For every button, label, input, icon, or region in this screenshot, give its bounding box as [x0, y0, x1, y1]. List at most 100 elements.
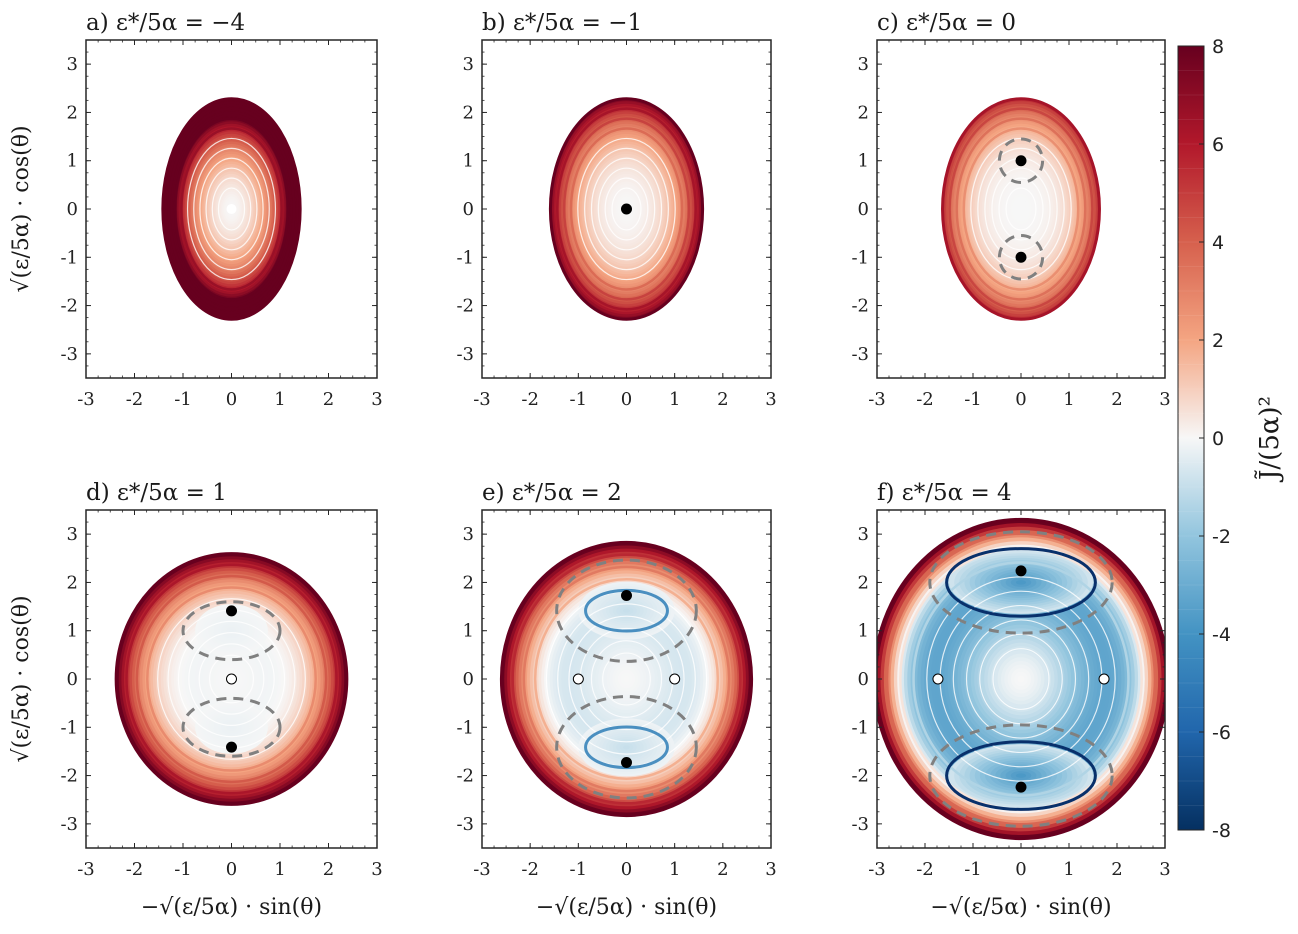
y-tick-label: -1: [456, 717, 474, 738]
y-tick-label: -1: [851, 247, 869, 268]
y-tick-label: 2: [67, 102, 78, 123]
x-tick-label: 1: [669, 859, 680, 880]
x-tick-label: -3: [77, 389, 95, 410]
y-tick-label: 3: [463, 524, 474, 545]
x-tick-label: -1: [570, 389, 588, 410]
y-tick-label: -2: [851, 766, 869, 787]
y-tick-label: 1: [67, 621, 78, 642]
y-tick-label: 0: [67, 669, 78, 690]
x-tick-label: -2: [916, 389, 934, 410]
y-tick-label: 3: [67, 524, 78, 545]
y-tick-label: -2: [60, 766, 78, 787]
fixed-point: [226, 204, 237, 214]
x-tick-label: 0: [1015, 389, 1026, 410]
x-tick-label: -1: [964, 859, 982, 880]
panel-a: -3 -2 -1 0 1 2 3 -3 -2 -1 0 1 2 3 a) ε*/5α = −4 √(ε/5α)…: [9, 10, 383, 410]
y-axis-label: √(ε/5α) · cos(θ): [9, 125, 34, 292]
panel-title: d) ε*/5α = 1: [86, 480, 227, 506]
x-tick-label: -2: [916, 859, 934, 880]
colorbar-tick-label: 4: [1212, 232, 1224, 254]
y-tick-label: 0: [463, 199, 474, 220]
colorbar-tick-label: 2: [1212, 330, 1224, 352]
y-tick-label: -3: [851, 344, 869, 365]
fixed-point: [226, 605, 237, 617]
x-tick-label: 1: [274, 389, 285, 410]
y-tick-label: -1: [60, 717, 78, 738]
y-tick-label: 0: [463, 669, 474, 690]
colorbar-tick-label: -6: [1212, 722, 1231, 744]
x-tick-label: -1: [174, 859, 192, 880]
fixed-point: [1015, 251, 1027, 263]
y-tick-label: -3: [456, 344, 474, 365]
colorbar-tick-label: -8: [1212, 820, 1231, 842]
colorbar-tick-label: 8: [1212, 36, 1224, 58]
y-axis-label: √(ε/5α) · cos(θ): [9, 595, 34, 762]
panel-d: -3 -2 -1 0 1 2 3 -3 -2 -1 0 1 2 3 d) ε*/5α = 1 √(ε/5α) …: [9, 480, 383, 920]
y-tick-label: 2: [67, 572, 78, 593]
y-tick-label: -3: [456, 814, 474, 835]
y-tick-label: 1: [67, 151, 78, 172]
x-tick-label: -1: [174, 389, 192, 410]
fixed-point: [932, 673, 944, 685]
fixed-point: [621, 757, 632, 769]
x-tick-label: 0: [226, 389, 237, 410]
x-tick-label: 2: [1111, 859, 1122, 880]
x-tick-label: 1: [1063, 389, 1074, 410]
y-tick-label: 3: [67, 54, 78, 75]
x-tick-label: 2: [1111, 389, 1122, 410]
y-tick-label: 1: [858, 151, 869, 172]
x-axis-label: −√(ε/5α) · sin(θ): [930, 895, 1111, 920]
y-tick-label: 0: [67, 199, 78, 220]
panel-f: -3 -2 -1 0 1 2 3 -3 -2 -1 0 1 2 3 f) ε*/5α = 4 −√(ε/5α)…: [851, 480, 1170, 920]
fixed-point: [1015, 565, 1027, 577]
colorbar-tick-label: -4: [1212, 624, 1231, 646]
y-tick-label: -3: [851, 814, 869, 835]
y-tick-label: -2: [456, 766, 474, 787]
y-tick-label: 3: [463, 54, 474, 75]
y-tick-label: 0: [858, 669, 869, 690]
x-tick-label: 0: [226, 859, 237, 880]
y-tick-label: 1: [463, 621, 474, 642]
y-tick-label: 2: [858, 572, 869, 593]
x-tick-label: 0: [621, 859, 632, 880]
colorbar-tick-label: 6: [1212, 134, 1224, 156]
y-tick-label: -2: [851, 296, 869, 317]
panel-title: f) ε*/5α = 4: [877, 480, 1012, 506]
fixed-point: [226, 673, 237, 685]
panel-title: a) ε*/5α = −4: [86, 10, 245, 36]
y-tick-label: 0: [858, 199, 869, 220]
colorbar-tick-label: -2: [1212, 526, 1231, 548]
x-tick-label: 1: [669, 389, 680, 410]
fixed-point: [1015, 155, 1027, 167]
x-tick-label: 0: [621, 389, 632, 410]
x-tick-label: 2: [717, 389, 728, 410]
x-tick-label: -3: [868, 389, 886, 410]
x-tick-label: -2: [126, 389, 144, 410]
y-tick-label: 2: [463, 102, 474, 123]
x-tick-label: 3: [765, 389, 776, 410]
y-tick-label: -3: [60, 344, 78, 365]
x-axis-label: −√(ε/5α) · sin(θ): [141, 895, 322, 920]
x-tick-label: -2: [126, 859, 144, 880]
x-tick-label: -1: [964, 389, 982, 410]
x-tick-label: -3: [473, 859, 491, 880]
x-tick-label: -3: [473, 389, 491, 410]
y-tick-label: -1: [60, 247, 78, 268]
panel-title: b) ε*/5α = −1: [482, 10, 642, 36]
x-tick-label: -1: [570, 859, 588, 880]
fixed-point: [572, 673, 584, 685]
y-tick-label: -2: [456, 296, 474, 317]
y-tick-label: 3: [858, 524, 869, 545]
x-tick-label: 3: [765, 859, 776, 880]
fixed-point: [621, 589, 632, 601]
y-tick-label: 2: [463, 572, 474, 593]
x-tick-label: -3: [77, 859, 95, 880]
x-tick-label: 3: [1159, 389, 1170, 410]
fixed-point: [621, 203, 632, 215]
x-tick-label: 3: [371, 859, 382, 880]
y-tick-label: 1: [858, 621, 869, 642]
colorbar-tick-label: 0: [1212, 428, 1224, 450]
y-tick-label: 1: [463, 151, 474, 172]
colorbar: 8 6 4 2 0 -2 -4 -6 -8 J̃/(5α)²: [1177, 36, 1285, 842]
